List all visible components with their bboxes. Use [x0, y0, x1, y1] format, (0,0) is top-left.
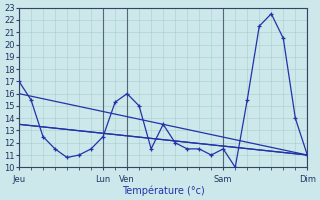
X-axis label: Température (°c): Température (°c): [122, 185, 204, 196]
